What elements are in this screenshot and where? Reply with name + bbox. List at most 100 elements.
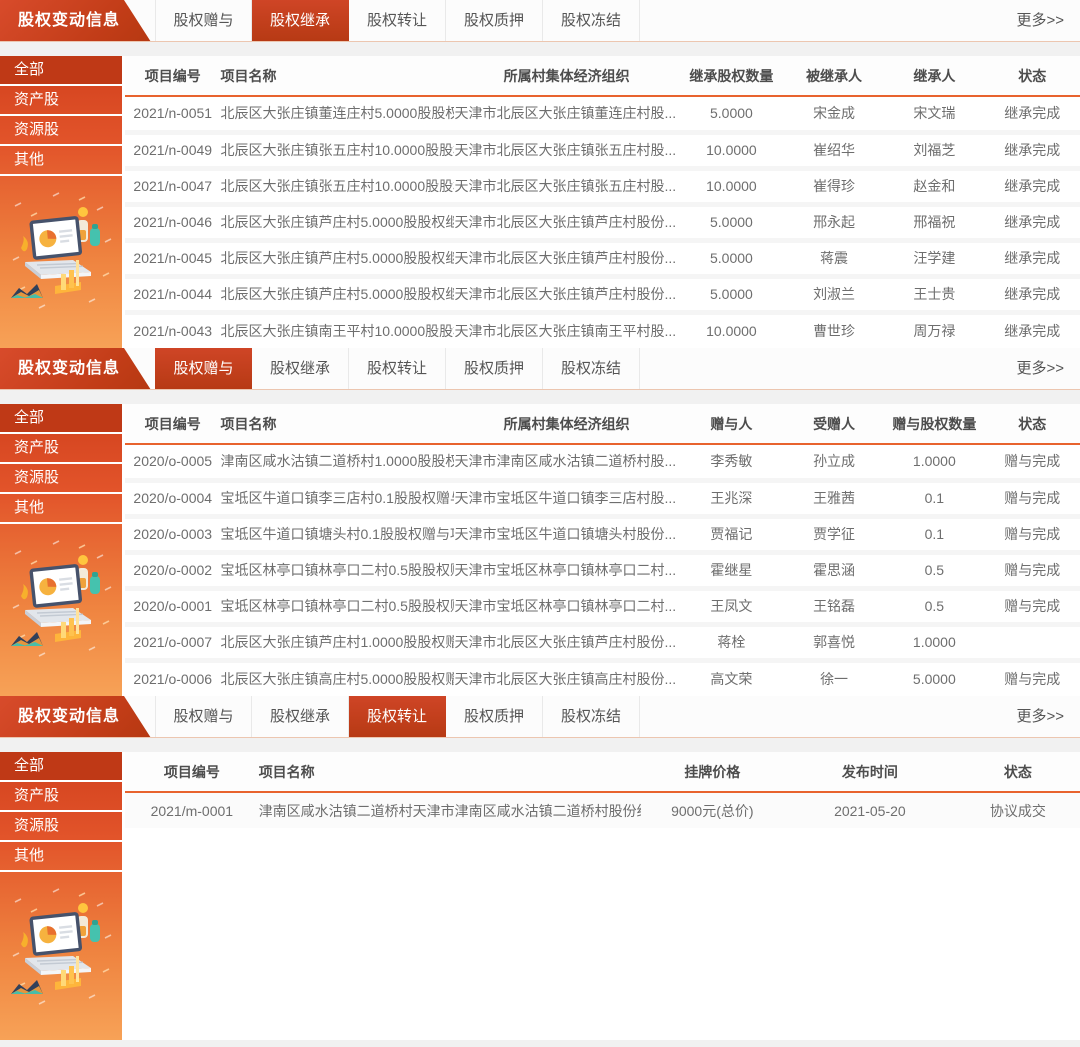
table-cell: 宝坻区牛道口镇李三店村0.1股股权赠与项目 <box>220 480 455 519</box>
section-equity-transfer: 股权变动信息 股权赠与 股权继承 股权转让 股权质押 股权冻结 更多>> 全部 资产股 资源… <box>0 696 1080 1040</box>
table-cell: 10.0000 <box>678 312 784 348</box>
table-cell: 天津市北辰区大张庄镇芦庄村股份... <box>454 204 679 243</box>
table-row[interactable]: 2020/o-0004宝坻区牛道口镇李三店村0.1股股权赠与项目天津市宝坻区牛道… <box>125 480 1080 519</box>
table-cell: 天津市北辰区大张庄镇高庄村股份... <box>454 660 679 696</box>
panel-title-banner: 股权变动信息 <box>0 348 151 389</box>
table-row[interactable]: 2021/n-0043北辰区大张庄镇南王平村10.0000股股权继...天津市北… <box>125 312 1080 348</box>
table-cell: 蒋栓 <box>678 624 784 663</box>
table-row[interactable]: 2021/n-0051北辰区大张庄镇董连庄村5.0000股股权继...天津市北辰… <box>125 96 1080 135</box>
table-cell: 2021/o-0006 <box>125 660 221 696</box>
table-cell: 天津市北辰区大张庄镇董连庄村股... <box>454 96 679 135</box>
sidebar-item-3[interactable]: 资源股 <box>0 464 122 494</box>
tab-1[interactable]: 股权赠与 <box>155 0 252 41</box>
gift-table: 项目编号 项目名称 所属村集体经济组织 赠与人 受赠人 赠与股权数量 状态 2020/o-0… <box>125 404 1080 696</box>
tab-2[interactable]: 股权继承 <box>252 348 349 389</box>
laptop-base <box>25 260 91 279</box>
sidebar-item-1[interactable]: 全部 <box>0 56 122 86</box>
table-row[interactable]: 2020/o-0001宝坻区林亭口镇林亭口二村0.5股股权赠与...天津市宝坻区… <box>125 588 1080 627</box>
table-row[interactable]: 2021/n-0046北辰区大张庄镇芦庄村5.0000股股权继承...天津市北辰… <box>125 204 1080 243</box>
table-cell: 2020/o-0003 <box>125 516 221 555</box>
panel-title: 股权变动信息 <box>18 708 121 725</box>
column-header: 继承股权数量 <box>678 56 784 97</box>
table-cell: 2021/m-0001 <box>125 792 259 828</box>
flame-icon <box>21 236 28 252</box>
table-row[interactable]: 2021/n-0044北辰区大张庄镇芦庄村5.0000股股权继承...天津市北辰… <box>125 276 1080 315</box>
more-link[interactable]: 更多>> <box>1016 12 1064 29</box>
sparkle-dashes <box>12 540 112 657</box>
table-cell: 北辰区大张庄镇南王平村10.0000股股权继... <box>220 312 455 348</box>
table-cell: 王士贵 <box>884 276 985 315</box>
table-row[interactable]: 2021/m-0001 津南区咸水沽镇二道桥村天津市津南区咸水沽镇二道桥村股份经.… <box>125 792 1080 828</box>
table-cell: 天津市北辰区大张庄镇芦庄村股份... <box>454 276 679 315</box>
table-header-row: 项目编号 项目名称 挂牌价格 发布时间 状态 <box>125 752 1080 793</box>
tab-3[interactable]: 股权转让 <box>349 696 446 737</box>
column-header: 项目编号 <box>125 56 221 97</box>
table-row[interactable]: 2021/o-0006北辰区大张庄镇高庄村5.0000股股权赠与...天津市北辰… <box>125 660 1080 696</box>
table-header-row: 项目编号 项目名称 所属村集体经济组织 继承股权数量 被继承人 继承人 状态 <box>125 56 1080 97</box>
coin-icon <box>78 903 88 913</box>
tab-2[interactable]: 股权继承 <box>252 696 349 737</box>
table-row[interactable]: 2020/o-0005津南区咸水沽镇二道桥村1.0000股股权赠...天津市津南… <box>125 444 1080 483</box>
sidebar-item-3[interactable]: 资源股 <box>0 116 122 146</box>
table-cell: 北辰区大张庄镇董连庄村5.0000股股权继... <box>220 96 455 135</box>
table-row[interactable]: 2021/o-0007北辰区大张庄镇芦庄村1.0000股股权赠与...天津市北辰… <box>125 624 1080 663</box>
table-cell: 赠与完成 <box>984 516 1080 555</box>
table-cell: 2021/o-0007 <box>125 624 221 663</box>
sidebar-item-4[interactable]: 其他 <box>0 842 122 872</box>
table-row[interactable]: 2020/o-0002宝坻区林亭口镇林亭口二村0.5股股权赠与...天津市宝坻区… <box>125 552 1080 591</box>
table-cell: 天津市宝坻区林亭口镇林亭口二村... <box>454 552 679 591</box>
sidebar-item-2[interactable]: 资产股 <box>0 86 122 116</box>
table-row[interactable]: 2021/n-0047北辰区大张庄镇张五庄村10.0000股股权继...天津市北… <box>125 168 1080 207</box>
table-row[interactable]: 2021/n-0045北辰区大张庄镇芦庄村5.0000股股权继承...天津市北辰… <box>125 240 1080 279</box>
tab-5[interactable]: 股权冻结 <box>543 348 640 389</box>
tab-4[interactable]: 股权质押 <box>446 0 543 41</box>
column-header: 项目编号 <box>125 752 259 793</box>
sidebar-illustration-area <box>0 872 122 1040</box>
table-cell: 继承完成 <box>984 276 1080 315</box>
mini-area-chart <box>11 284 43 298</box>
column-header: 项目名称 <box>220 404 455 445</box>
table-cell: 赵金和 <box>884 168 985 207</box>
tab-5[interactable]: 股权冻结 <box>543 696 640 737</box>
sparkle-dashes <box>12 192 112 309</box>
table-cell: 宝坻区林亭口镇林亭口二村0.5股股权赠与... <box>220 552 455 591</box>
sidebar-item-1[interactable]: 全部 <box>0 404 122 434</box>
more-link[interactable]: 更多>> <box>1016 360 1064 377</box>
table-cell: 继承完成 <box>984 204 1080 243</box>
table-cell: 津南区咸水沽镇二道桥村1.0000股股权赠... <box>220 444 455 483</box>
sidebar-item-4[interactable]: 其他 <box>0 146 122 176</box>
table-cell: 王雅茜 <box>783 480 885 519</box>
tab-3[interactable]: 股权转让 <box>349 0 446 41</box>
more-link[interactable]: 更多>> <box>1016 708 1064 725</box>
sidebar-item-2[interactable]: 资产股 <box>0 434 122 464</box>
table-cell: 2021/n-0046 <box>125 204 221 243</box>
tab-4[interactable]: 股权质押 <box>446 348 543 389</box>
tab-4[interactable]: 股权质押 <box>446 696 543 737</box>
table-cell: 王凤文 <box>678 588 784 627</box>
sidebar-item-1[interactable]: 全部 <box>0 752 122 782</box>
sidebar-item-2[interactable]: 资产股 <box>0 782 122 812</box>
tab-1[interactable]: 股权赠与 <box>155 348 252 389</box>
table-row[interactable]: 2021/n-0049北辰区大张庄镇张五庄村10.0000股股权继...天津市北… <box>125 132 1080 171</box>
table-cell: 0.5 <box>884 552 985 591</box>
tab-5[interactable]: 股权冻结 <box>543 0 640 41</box>
sidebar-item-3[interactable]: 资源股 <box>0 812 122 842</box>
column-header: 赠与股权数量 <box>884 404 985 445</box>
panel-title-banner: 股权变动信息 <box>0 696 151 737</box>
sidebar-item-4[interactable]: 其他 <box>0 494 122 524</box>
table-cell: 北辰区大张庄镇张五庄村10.0000股股权继... <box>220 168 455 207</box>
tab-1[interactable]: 股权赠与 <box>155 696 252 737</box>
table-cell: 贾学征 <box>783 516 885 555</box>
table-cell: 崔得珍 <box>783 168 885 207</box>
column-header: 状态 <box>984 56 1080 97</box>
table-cell: 蒋震 <box>783 240 885 279</box>
analytics-laptop-illustration <box>11 192 112 309</box>
tab-2[interactable]: 股权继承 <box>252 0 349 41</box>
table-cell: 1.0000 <box>884 444 985 483</box>
column-header: 状态 <box>955 752 1080 793</box>
tabbar: 股权变动信息 股权赠与 股权继承 股权转让 股权质押 股权冻结 更多>> <box>0 696 1080 738</box>
tab-3[interactable]: 股权转让 <box>349 348 446 389</box>
section-equity-inheritance: 股权变动信息 股权赠与 股权继承 股权转让 股权质押 股权冻结 更多>> 全部 资产股 资源… <box>0 0 1080 348</box>
table-row[interactable]: 2020/o-0003 宝坻区牛道口镇塘头村0.1股股权赠与项目 天津市宝坻区牛道口… <box>125 516 1080 555</box>
table-cell: 刘淑兰 <box>783 276 885 315</box>
